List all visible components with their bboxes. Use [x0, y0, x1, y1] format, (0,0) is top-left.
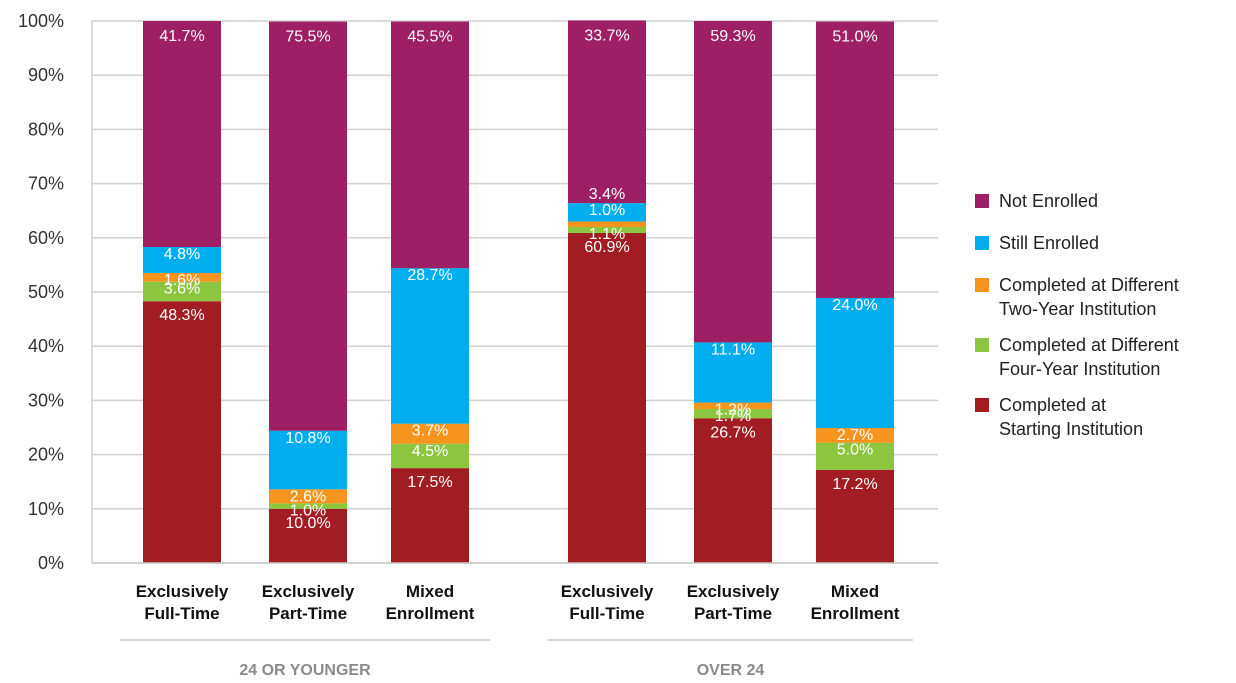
bar-segment — [143, 281, 221, 302]
y-tick-label: 0% — [38, 553, 64, 573]
data-label: 17.5% — [407, 474, 452, 491]
bar-segment — [568, 232, 646, 563]
data-label: 75.5% — [285, 29, 330, 46]
y-tick-label: 70% — [28, 174, 64, 194]
legend-label: Completed at Starting Institution — [999, 395, 1143, 439]
bar-segment — [391, 268, 469, 424]
bar-segment — [568, 226, 646, 233]
legend-label: Completed at Different Four-Year Institut… — [999, 335, 1179, 379]
data-label: 5.0% — [837, 442, 873, 459]
y-tick-label: 50% — [28, 282, 64, 302]
data-label: 3.4% — [589, 186, 625, 203]
bar-segment — [568, 20, 646, 204]
legend-swatch — [975, 338, 989, 352]
bar-segment — [816, 469, 894, 563]
data-label: 1.2% — [715, 402, 751, 419]
x-category-label: Exclusively Full-Time — [136, 582, 229, 623]
data-label: 59.3% — [710, 28, 755, 45]
data-label: 48.3% — [159, 307, 204, 324]
bar-segment — [391, 443, 469, 469]
bar-segment — [391, 468, 469, 563]
bar-segment — [816, 428, 894, 443]
data-label: 1.0% — [589, 202, 625, 219]
data-label: 45.5% — [407, 29, 452, 46]
data-label: 41.7% — [159, 28, 204, 45]
bar-segment — [816, 21, 894, 298]
data-label: 17.2% — [832, 476, 877, 493]
legend-label: Still Enrolled — [999, 233, 1099, 253]
legend-swatch — [975, 398, 989, 412]
bar-segment — [694, 21, 772, 343]
x-category-label: Mixed Enrollment — [386, 582, 475, 623]
data-label: 3.7% — [412, 423, 448, 440]
data-label: 10.8% — [285, 430, 330, 447]
group-label: 24 OR YOUNGER — [239, 662, 371, 679]
bar-segment — [694, 409, 772, 419]
bar-segment — [694, 418, 772, 563]
data-label: 1.0% — [290, 502, 326, 519]
gridlines — [92, 20, 938, 564]
bar-segment — [694, 402, 772, 410]
bars: 48.3%3.6%1.6%4.8%41.7%10.0%1.0%2.6%10.8%… — [143, 20, 894, 563]
x-category-label: Exclusively Part-Time — [262, 582, 355, 623]
bar-segment — [391, 21, 469, 269]
data-label: 33.7% — [584, 27, 629, 44]
y-tick-label: 100% — [18, 11, 64, 31]
legend-label: Completed at Different Two-Year Instituti… — [999, 275, 1179, 319]
bar-segment — [269, 430, 347, 490]
y-tick-label: 80% — [28, 119, 64, 139]
bar-segment — [568, 203, 646, 222]
data-label: 11.1% — [711, 341, 755, 358]
y-tick-label: 60% — [28, 228, 64, 248]
data-label: 60.9% — [584, 239, 629, 256]
y-tick-label: 20% — [28, 445, 64, 465]
bar-segment — [143, 247, 221, 274]
data-label: 1.1% — [589, 226, 625, 243]
bar-segment — [568, 221, 646, 227]
y-tick-label: 30% — [28, 390, 64, 410]
data-label: 1.6% — [164, 272, 200, 289]
bar-segment — [269, 508, 347, 563]
y-axis: 0% 10% 20% 30% 40% 50% 60% 70% 80% 90% 100% — [18, 11, 93, 573]
x-category-label: Mixed Enrollment — [811, 582, 900, 623]
bar-segment — [143, 301, 221, 563]
legend-swatch — [975, 236, 989, 250]
group-label: OVER 24 — [697, 662, 765, 679]
data-label: 10.0% — [285, 515, 330, 532]
y-tick-label: 90% — [28, 65, 64, 85]
data-label: 4.5% — [412, 443, 448, 460]
legend: Not Enrolled Still Enrolled Completed at D… — [975, 191, 1179, 439]
x-category-label: Exclusively Full-Time — [561, 582, 654, 623]
data-label: 24.0% — [832, 297, 877, 314]
data-label: 1.7% — [715, 408, 751, 425]
bar-segment — [816, 442, 894, 470]
bar-segment — [269, 21, 347, 431]
y-tick-label: 10% — [28, 499, 64, 519]
bar-segment — [143, 21, 221, 248]
bar-segment — [391, 423, 469, 444]
data-label: 26.7% — [710, 424, 755, 441]
data-label: 2.7% — [837, 427, 873, 444]
bar-segment — [269, 503, 347, 509]
legend-label: Not Enrolled — [999, 191, 1098, 211]
data-label: 3.6% — [164, 281, 200, 298]
bar-segment — [816, 297, 894, 429]
legend-swatch — [975, 194, 989, 208]
data-label: 51.0% — [832, 29, 877, 46]
bar-segment — [694, 342, 772, 403]
x-category-label: Exclusively Part-Time — [687, 582, 780, 623]
data-label: 28.7% — [407, 267, 452, 284]
legend-swatch — [975, 278, 989, 292]
data-label: 2.6% — [290, 488, 326, 505]
x-axis: Exclusively Full-Time Exclusively Part-Time… — [92, 562, 938, 679]
bar-segment — [269, 489, 347, 504]
bar-segment — [143, 273, 221, 282]
data-label: 4.8% — [164, 246, 200, 263]
y-tick-label: 40% — [28, 336, 64, 356]
